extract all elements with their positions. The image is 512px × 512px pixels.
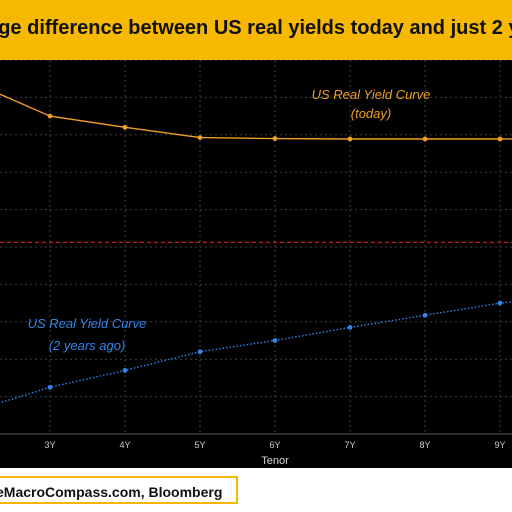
source-text: eMacroCompass.com, Bloomberg	[0, 484, 223, 500]
yield-curve-chart: US Real Yield Curve (today) US Real Yield …	[0, 60, 512, 467]
x-tick-label: 4Y	[119, 440, 130, 450]
series-1-point	[497, 300, 503, 306]
series-1-point	[347, 325, 353, 330]
series-1-point	[197, 349, 203, 355]
series-1-label-line: US Real Yield Curve	[28, 316, 147, 331]
x-tick-label: 5Y	[194, 440, 205, 450]
series-0-label-line: (today)	[351, 106, 391, 121]
series-0-point	[122, 124, 128, 130]
x-tick-label: 6Y	[269, 440, 280, 450]
series-0-point	[47, 113, 53, 119]
x-tick-label: 3Y	[44, 440, 55, 450]
series-0-point	[497, 136, 503, 142]
series-1-point	[272, 338, 278, 343]
series-0-point	[272, 136, 278, 141]
title-bar: uge difference between US real yields to…	[0, 0, 512, 60]
series-1-label-line: (2 years ago)	[49, 338, 126, 353]
series-1-point	[422, 312, 428, 318]
x-tick-label: 7Y	[344, 440, 355, 450]
series-0-point	[347, 136, 353, 142]
source-box: eMacroCompass.com, Bloomberg	[0, 476, 238, 504]
series-line-0	[0, 93, 512, 140]
series-0-point	[197, 135, 203, 141]
series-1-point	[47, 384, 53, 390]
series-1-point	[122, 368, 128, 373]
x-tick-label: 8Y	[419, 440, 430, 450]
x-tick-label: 9Y	[494, 440, 505, 450]
series-0-label-line: US Real Yield Curve	[312, 87, 431, 102]
chart-area: US Real Yield Curve (today) US Real Yield …	[0, 60, 512, 468]
series-0-point	[422, 136, 428, 142]
x-axis-title: Tenor	[261, 455, 289, 467]
chart-title: uge difference between US real yields to…	[0, 17, 512, 39]
